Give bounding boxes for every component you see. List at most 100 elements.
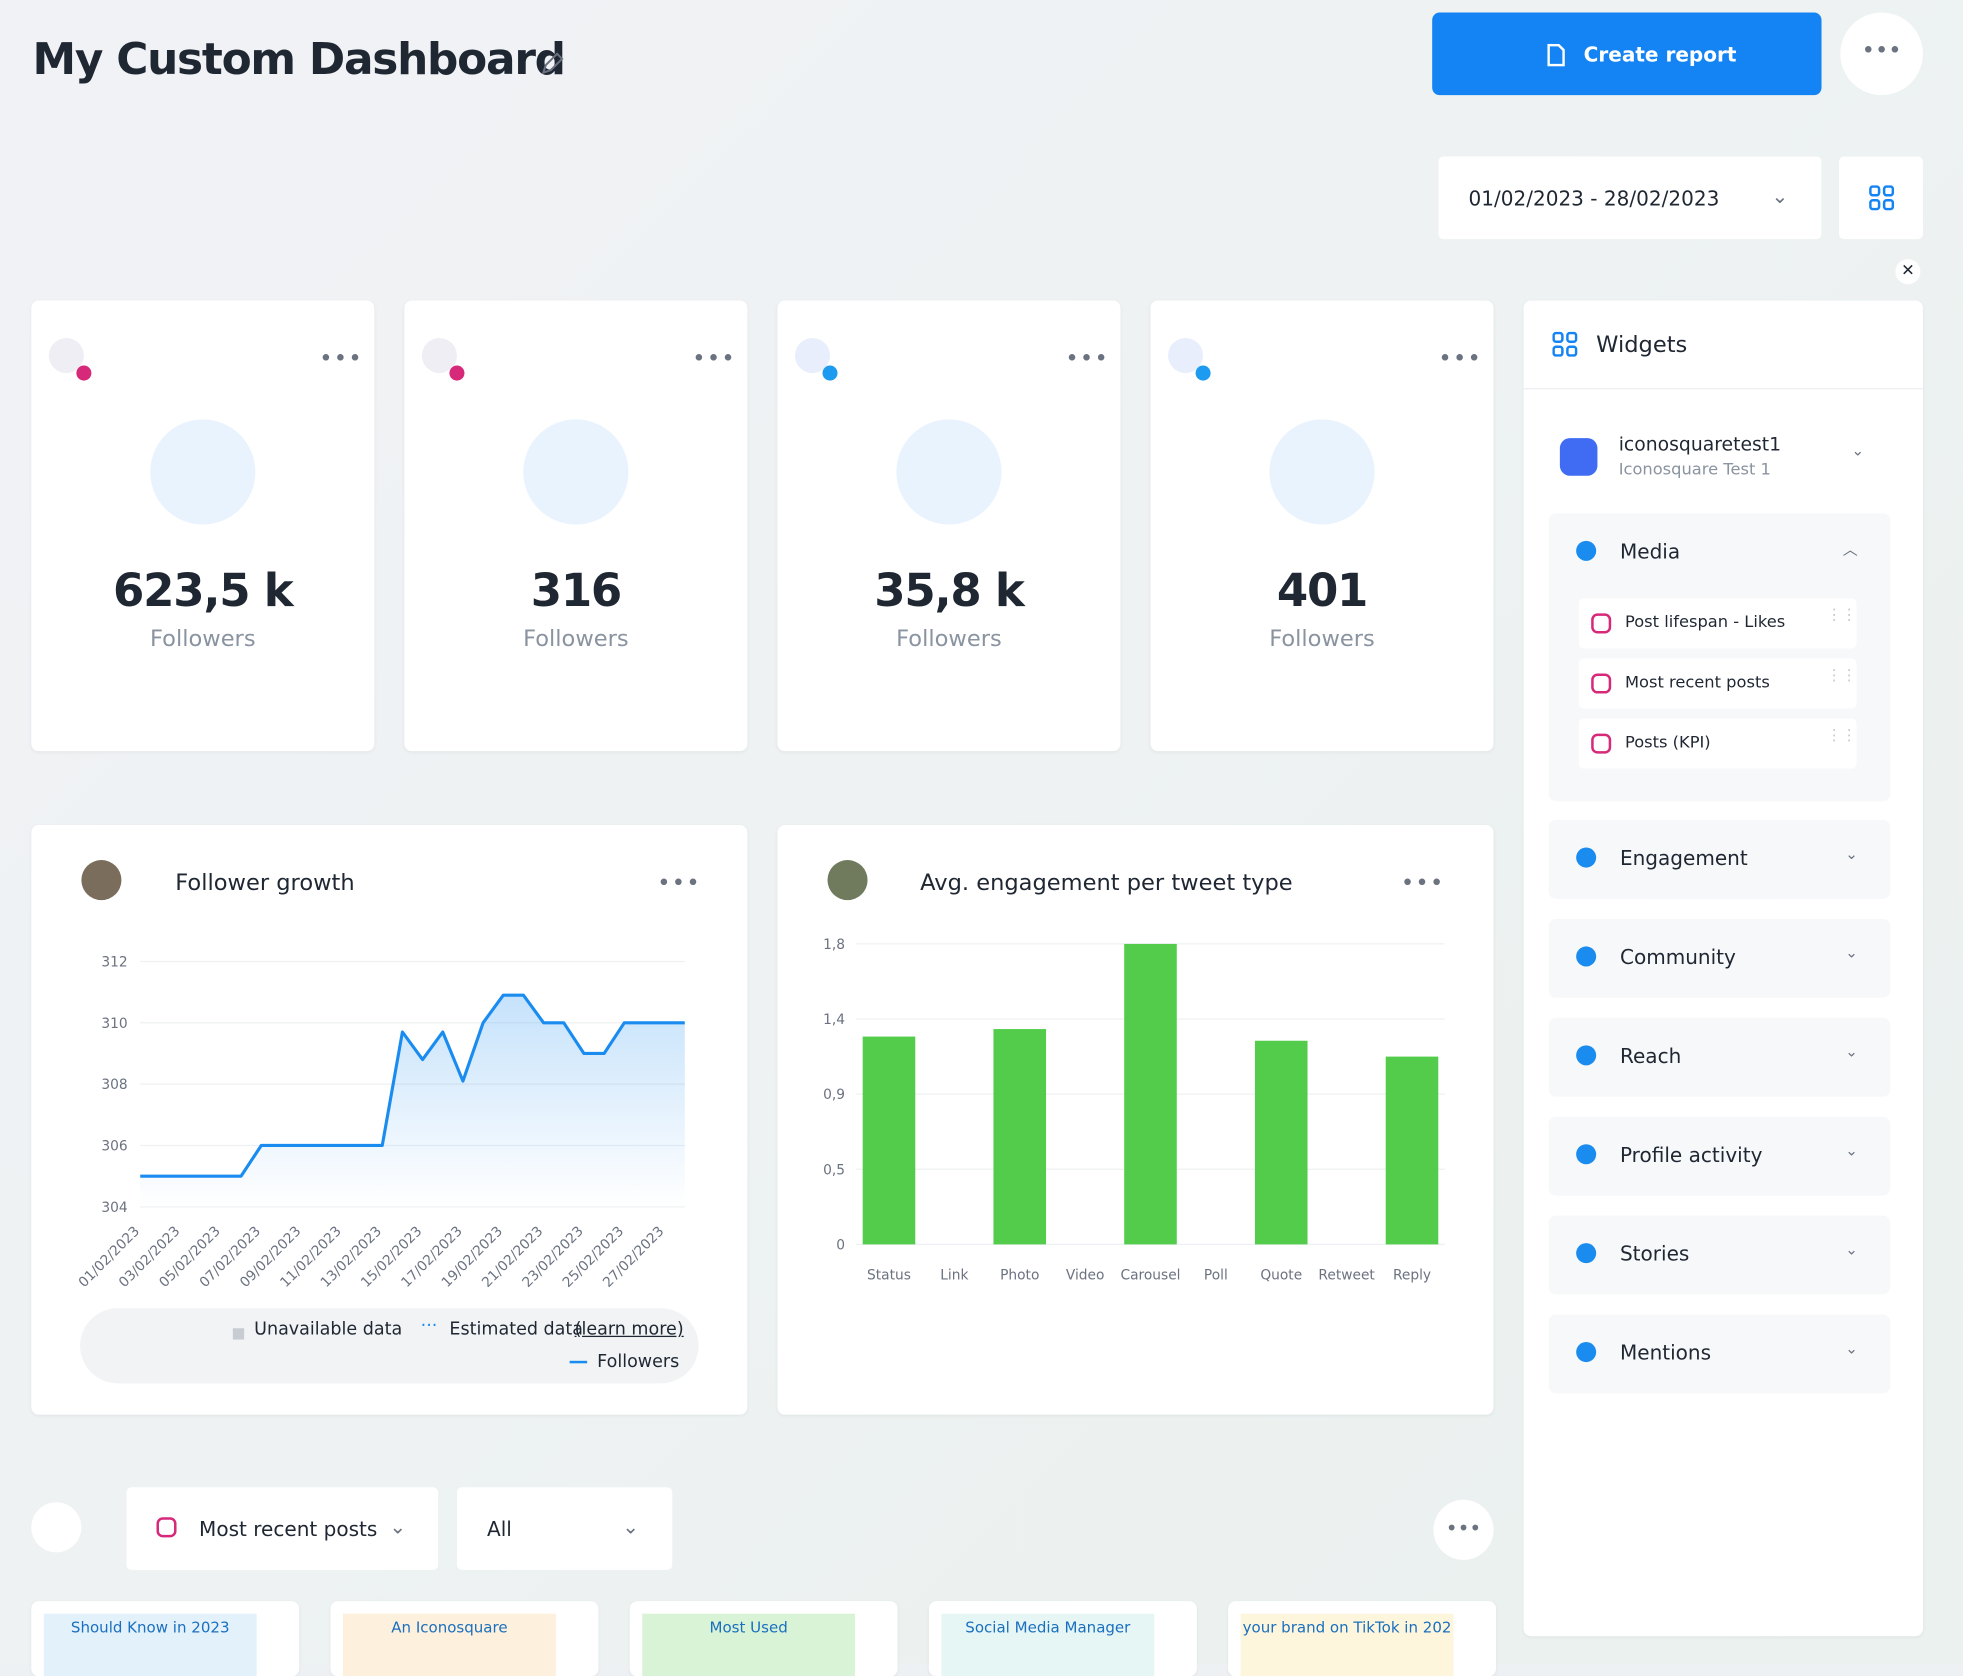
chevron: ⌄ <box>1845 1141 1858 1160</box>
post-text: An Iconosquare <box>391 1618 508 1637</box>
chevron: ⌄ <box>1845 845 1858 863</box>
stat-card: ••• 316 Followers <box>404 300 748 752</box>
create-report-button[interactable]: Create report <box>1432 12 1822 96</box>
instagram-icon <box>1591 733 1612 754</box>
learn-more-link[interactable]: (learn more) <box>574 1319 684 1340</box>
widget-section[interactable]: Stories ⌄ <box>1548 1215 1891 1295</box>
widget-menu[interactable]: ••• <box>1065 345 1110 372</box>
drag-handle: ⋮⋮ <box>1826 666 1857 684</box>
widget-section[interactable]: Community ⌄ <box>1548 918 1891 998</box>
widgets-toggle[interactable] <box>1839 156 1923 240</box>
section-title: Mentions <box>1619 1340 1712 1365</box>
widget-item[interactable]: Posts (KPI) ⋮⋮ <box>1578 718 1857 769</box>
item-label: Post lifespan - Likes <box>1624 613 1786 633</box>
widget-menu[interactable]: ••• <box>1400 870 1445 897</box>
date-range: 01/02/2023 - 28/02/2023 <box>1468 186 1720 211</box>
post-card: Social Media Manager <box>928 1601 1197 1676</box>
chevron: ︿ <box>1842 540 1858 559</box>
network-badge <box>76 365 92 381</box>
item-label: Most recent posts <box>1624 673 1770 693</box>
network-badge <box>822 365 838 381</box>
chevron[interactable]: ⌄ <box>1851 441 1865 460</box>
grid-icon <box>1552 331 1578 357</box>
post-card: your brand on TikTok in 202 <box>1228 1601 1497 1676</box>
divider <box>1523 388 1923 390</box>
doc-icon <box>1547 43 1565 67</box>
section-title: Stories <box>1619 1241 1690 1266</box>
post-card: An Iconosquare <box>330 1601 599 1676</box>
button-label: Create report <box>1583 42 1737 67</box>
account-avatar <box>1559 438 1598 476</box>
network-badge <box>1195 365 1211 381</box>
widget-title: Follower growth <box>175 870 355 897</box>
widget-section[interactable]: Reach ⌄ <box>1548 1017 1891 1097</box>
legend-label: Estimated data <box>449 1319 584 1340</box>
avatar <box>81 860 122 901</box>
more-button[interactable]: ••• <box>1433 1499 1494 1560</box>
legend-swatch <box>569 1360 588 1364</box>
section-icon <box>1576 1342 1597 1363</box>
post-text: your brand on TikTok in 202 <box>1242 1618 1452 1637</box>
widget-item[interactable]: Post lifespan - Likes ⋮⋮ <box>1578 598 1857 649</box>
section-icon <box>1576 946 1597 967</box>
chevron: ⌄ <box>1845 1339 1858 1358</box>
widget-section[interactable]: Engagement ⌄ <box>1548 819 1891 899</box>
instagram-icon <box>156 1517 177 1538</box>
widget-menu[interactable]: ••• <box>1438 345 1483 372</box>
widget-menu[interactable]: ••• <box>657 870 701 897</box>
instagram-icon <box>1591 673 1612 694</box>
chevron: ⌄ <box>1845 1240 1858 1259</box>
post-text: Social Media Manager <box>965 1618 1131 1637</box>
stat-card: ••• 623,5 k Followers <box>31 300 375 752</box>
legend-swatch: ··· <box>420 1315 438 1336</box>
edit-icon[interactable] <box>538 50 566 78</box>
stat-value: 623,5 k <box>113 565 294 618</box>
stat-value: 401 <box>1276 565 1369 618</box>
legend-label: Unavailable data <box>254 1319 403 1340</box>
filter-label: Most recent posts <box>199 1517 378 1542</box>
avatar <box>827 860 868 901</box>
section-icon <box>1576 1243 1597 1264</box>
widget-item[interactable]: Most recent posts ⋮⋮ <box>1578 658 1857 709</box>
filter-label: All <box>486 1517 512 1542</box>
widget-menu[interactable]: ••• <box>319 345 363 372</box>
widget-menu[interactable]: ••• <box>692 345 736 372</box>
icon-circle <box>896 419 1002 525</box>
account-avatar[interactable] <box>31 1502 82 1553</box>
stat-value: 316 <box>530 565 623 618</box>
widget-section[interactable]: Media ︿ Post lifespan - Likes ⋮⋮ Most recent… <box>1548 513 1891 802</box>
section-title: Profile activity <box>1619 1142 1763 1167</box>
date-picker[interactable]: 01/02/2023 - 28/02/2023 ⌄ <box>1438 156 1822 240</box>
stat-card: ••• 401 Followers <box>1150 300 1494 752</box>
stat-card: ••• 35,8 k Followers <box>777 300 1121 752</box>
section-icon <box>1576 847 1597 868</box>
account-name: iconosquaretest1 <box>1618 433 1782 456</box>
post-text: Most Used <box>709 1618 788 1637</box>
post-card: Should Know in 2023 <box>31 1601 300 1676</box>
icon-circle <box>1269 419 1375 525</box>
posts-filter[interactable]: Most recent posts ⌄ <box>126 1487 439 1570</box>
widget-section[interactable]: Profile activity ⌄ <box>1548 1116 1891 1196</box>
legend-label: Followers <box>597 1352 680 1373</box>
section-icon <box>1576 1144 1597 1165</box>
icon-circle <box>150 419 256 525</box>
chevron: ⌄ <box>622 1514 639 1539</box>
follower-growth-card: Follower growth ••• Unavailable data ···… <box>31 825 748 1415</box>
chevron: ⌄ <box>389 1514 407 1539</box>
stat-label: Followers <box>1269 625 1375 653</box>
close-button[interactable]: ✕ <box>1895 259 1921 285</box>
post-card: Most Used <box>629 1601 898 1676</box>
section-icon <box>1576 540 1597 561</box>
section-icon <box>1576 1045 1597 1066</box>
legend-swatch <box>232 1328 245 1340</box>
engagement-card: Avg. engagement per tweet type ••• <box>777 825 1494 1415</box>
chevron: ⌄ <box>1845 1042 1858 1061</box>
widget-section[interactable]: Mentions ⌄ <box>1548 1314 1891 1394</box>
section-title: Engagement <box>1619 846 1748 871</box>
stat-value: 35,8 k <box>874 565 1025 618</box>
chevron: ⌄ <box>1771 184 1789 208</box>
network-badge <box>449 365 465 381</box>
type-filter[interactable]: All ⌄ <box>456 1487 673 1570</box>
more-button[interactable]: ••• <box>1840 12 1923 96</box>
